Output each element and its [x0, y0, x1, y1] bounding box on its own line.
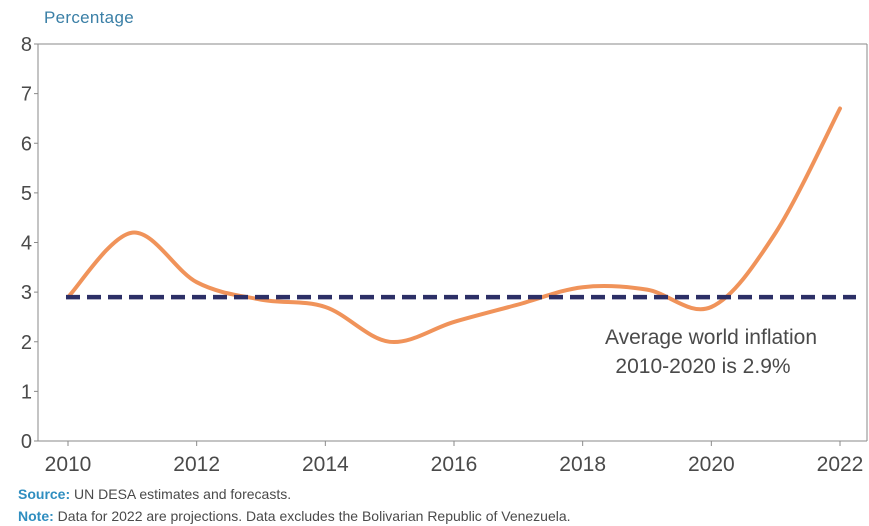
x-tick-label: 2010 — [45, 453, 92, 476]
x-tick-label: 2018 — [559, 453, 606, 476]
y-tick-label: 5 — [21, 183, 32, 205]
y-tick-label: 1 — [21, 381, 32, 403]
x-tick-label: 2016 — [431, 453, 478, 476]
y-tick-label: 6 — [21, 133, 32, 155]
annotation-line-1: Average world inflation — [605, 326, 817, 349]
y-tick-label: 7 — [21, 84, 32, 106]
note-line: Note: Data for 2022 are projections. Dat… — [18, 508, 571, 524]
y-tick-label: 3 — [21, 282, 32, 304]
source-label: Source: — [18, 486, 71, 502]
source-text: UN DESA estimates and forecasts. — [70, 486, 292, 502]
y-tick-label: 4 — [21, 233, 32, 255]
x-tick-label: 2022 — [817, 453, 864, 476]
annotation-line-2: 2010-2020 is 2.9% — [615, 355, 790, 378]
note-label: Note: — [18, 508, 54, 524]
inflation-chart: 0 1 2 3 4 5 6 7 8 2010 2012 2014 2016 2018 2020 2022 A… — [21, 34, 868, 476]
y-tick-label: 8 — [21, 34, 32, 56]
x-tick-label: 2012 — [173, 453, 220, 476]
y-axis-title: Percentage — [44, 8, 134, 27]
y-tick-label: 0 — [21, 431, 32, 453]
source-line: Source: UN DESA estimates and forecasts. — [18, 486, 291, 502]
inflation-series-line — [66, 106, 842, 344]
y-tick-label: 2 — [21, 332, 32, 354]
x-tick-label: 2014 — [302, 453, 349, 476]
x-tick-label: 2020 — [688, 453, 735, 476]
note-text: Data for 2022 are projections. Data excl… — [53, 508, 571, 524]
